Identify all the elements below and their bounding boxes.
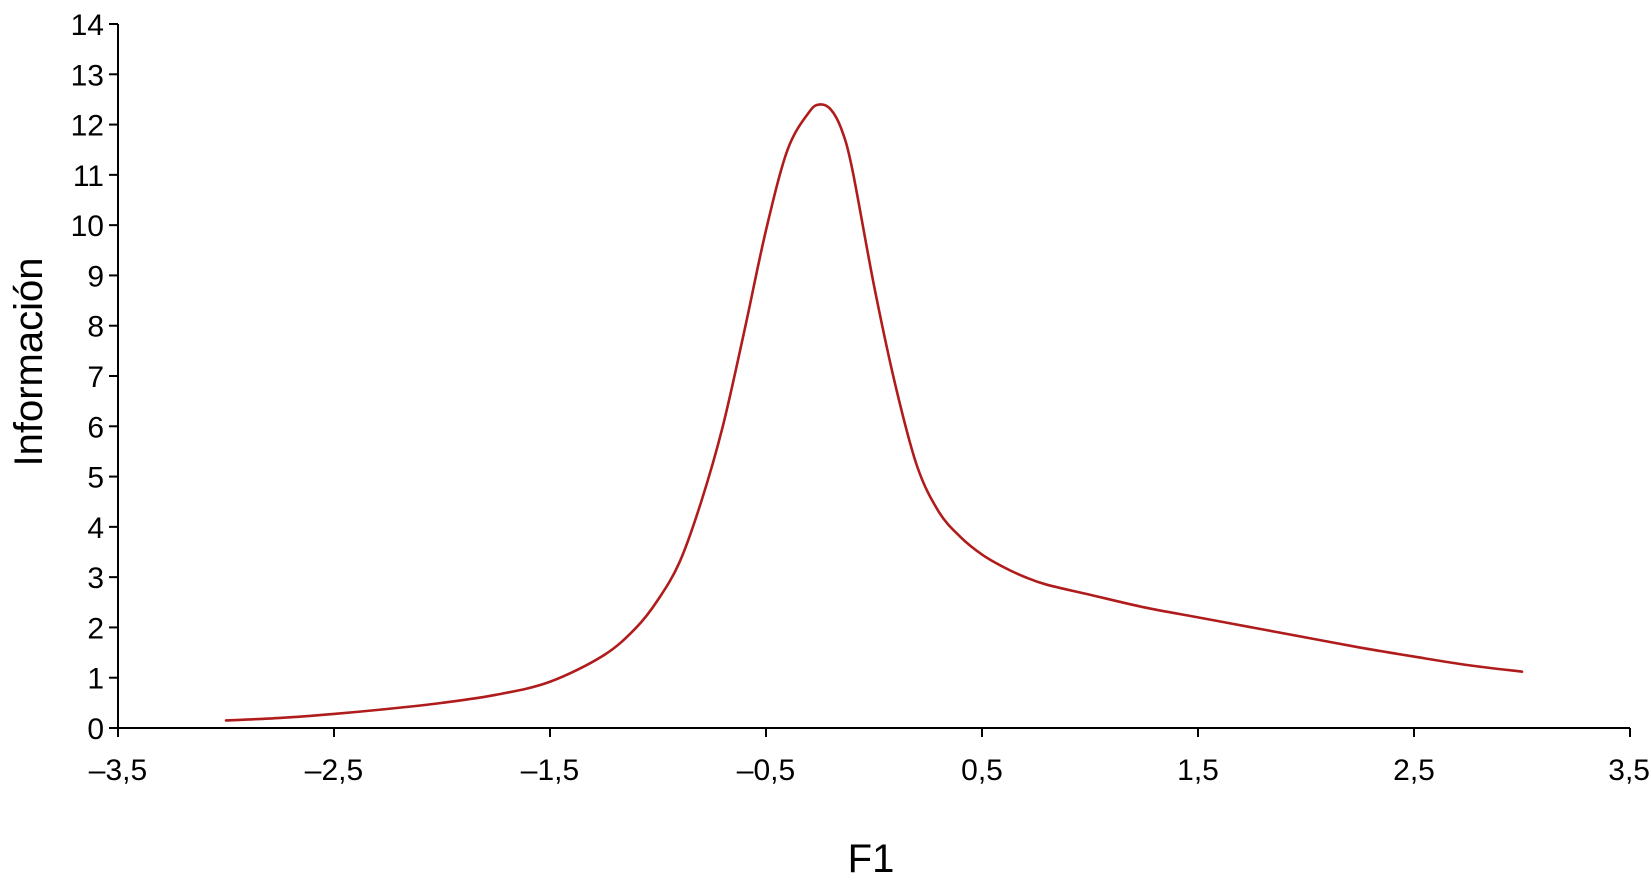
x-tick-label: –0,5 xyxy=(737,754,795,787)
x-tick-label: 3,5 xyxy=(1608,754,1650,787)
y-tick-label: 5 xyxy=(87,462,104,495)
x-tick-label: –2,5 xyxy=(305,754,363,787)
x-axis-title: F1 xyxy=(848,837,895,881)
y-tick-label: 8 xyxy=(87,311,104,344)
x-tick-label: –3,5 xyxy=(89,754,147,787)
x-tick-label: 2,5 xyxy=(1393,754,1435,787)
y-tick-label: 9 xyxy=(87,260,104,293)
y-tick-label: 10 xyxy=(71,210,104,243)
y-tick-label: 7 xyxy=(87,361,104,394)
x-tick-label: 0,5 xyxy=(961,754,1003,787)
y-tick-label: 0 xyxy=(87,713,104,746)
y-tick-label: 4 xyxy=(87,512,104,545)
y-tick-label: 12 xyxy=(71,110,104,143)
y-tick-label: 6 xyxy=(87,411,104,444)
series-line-0 xyxy=(224,103,1524,722)
y-tick-label: 13 xyxy=(71,59,104,92)
x-tick-label: 1,5 xyxy=(1177,754,1219,787)
y-tick-label: 3 xyxy=(87,562,104,595)
y-tick-label: 14 xyxy=(71,9,104,42)
series xyxy=(224,103,1524,722)
y-tick-label: 11 xyxy=(73,160,104,193)
x-tick-label: –1,5 xyxy=(521,754,579,787)
y-tick-label: 1 xyxy=(87,663,104,696)
y-tick-label: 2 xyxy=(87,612,104,645)
y-axis-title: Información xyxy=(7,258,51,467)
x-axis: –3,5 –2,5 –1,5 –0,5 0,5 1,5 2,5 3,5 xyxy=(89,727,1650,787)
